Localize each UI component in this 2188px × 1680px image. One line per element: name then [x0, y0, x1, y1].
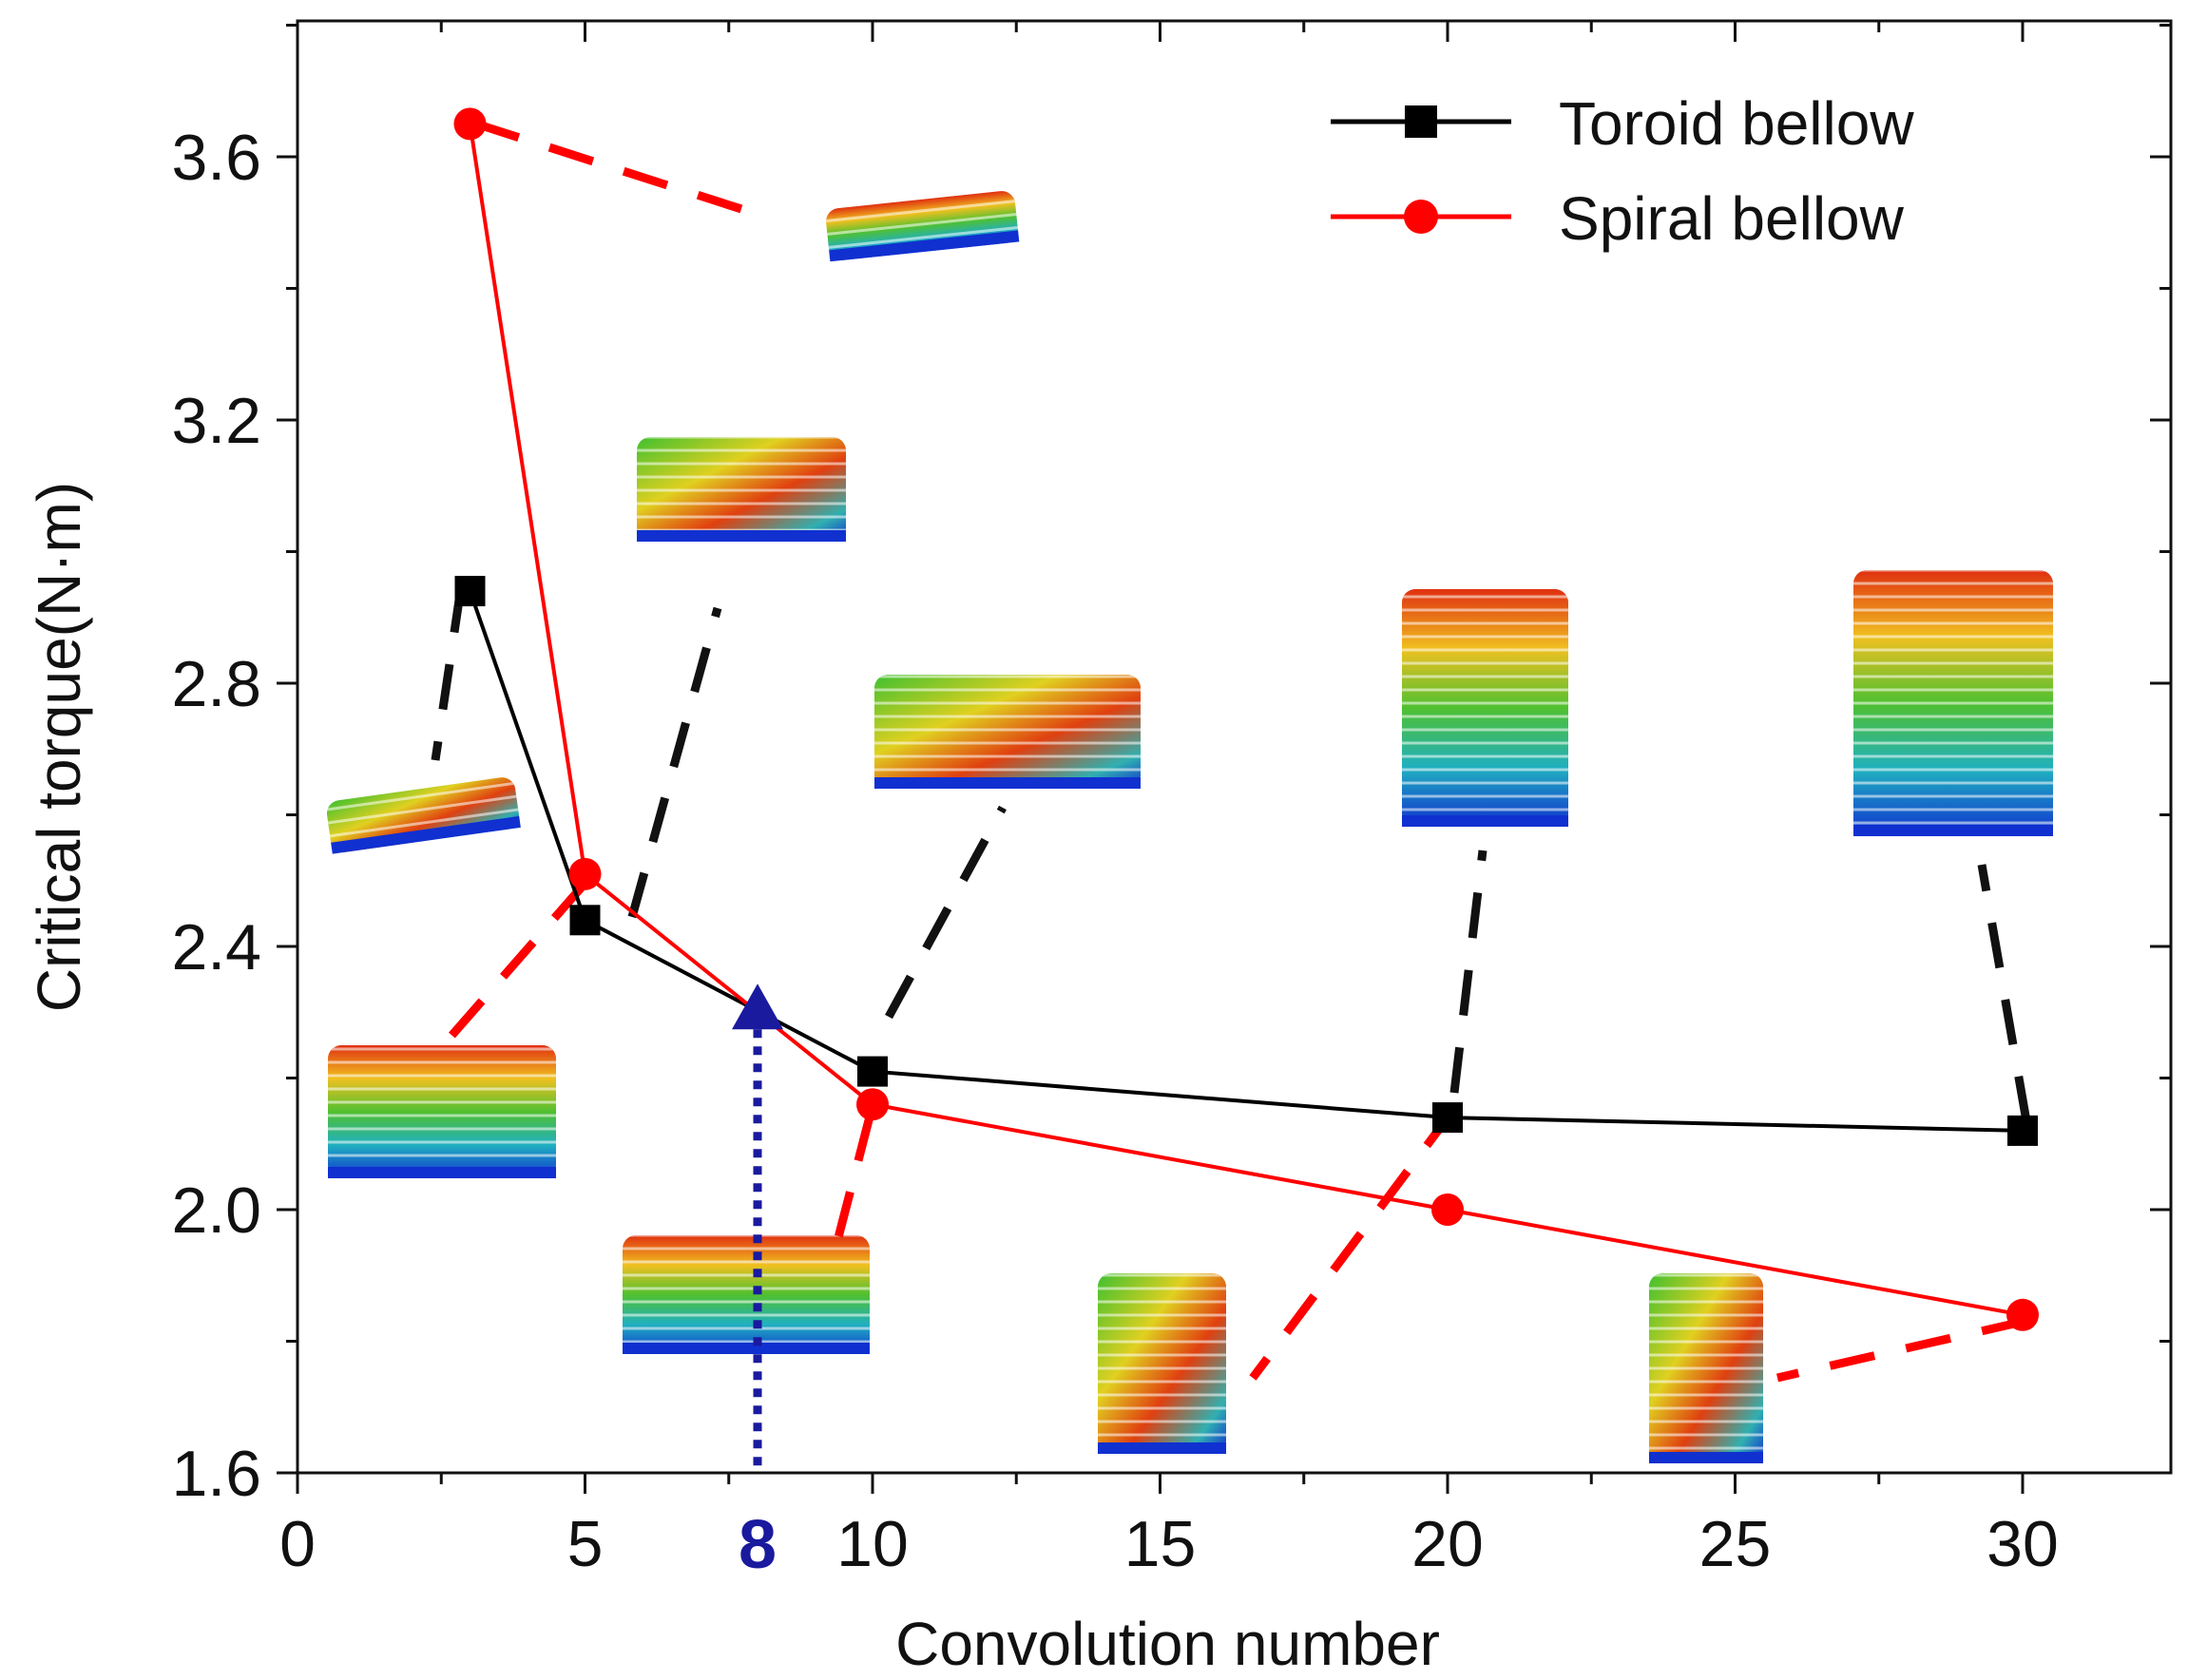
bellow-fem-image — [328, 1045, 556, 1178]
inset-connector-line — [1775, 1316, 2028, 1383]
data-point-circle — [2006, 1298, 2039, 1331]
plot-frame — [296, 19, 2173, 1475]
bellow-fem-image — [637, 437, 846, 542]
bellow-convolutions — [328, 1045, 556, 1178]
bellow-base — [1853, 825, 2053, 836]
data-point-square — [857, 1056, 888, 1087]
legend-square-marker — [1405, 105, 1437, 138]
inset-connector-line — [448, 881, 588, 1039]
bellow-base — [623, 1343, 870, 1354]
x-axis-title: Convolution number — [895, 1610, 1440, 1678]
data-point-square — [454, 576, 486, 607]
data-point-square — [2007, 1115, 2038, 1146]
inset-connector-line — [627, 606, 722, 919]
data-point-circle — [568, 857, 602, 890]
inset-connector-line — [1249, 1106, 1458, 1381]
inset-connector-line — [885, 805, 1007, 1020]
x-tick-label: 25 — [1699, 1508, 1772, 1580]
bellow-convolutions — [637, 437, 846, 542]
data-point-square — [569, 905, 601, 936]
inset-connector-line — [1977, 864, 2031, 1122]
bellow-convolutions — [623, 1235, 870, 1354]
legend-circle-marker — [1404, 200, 1438, 234]
legend: Toroid bellow Spiral bellow — [1331, 89, 1914, 253]
y-tick-label: 2.8 — [171, 648, 261, 720]
y-axis-title: Critical torque(N·m) — [25, 482, 93, 1012]
bellow-convolutions — [1853, 570, 2053, 836]
inset-connector-line — [473, 119, 743, 214]
series-spiral-bellow — [453, 107, 2039, 1331]
inset-connectors — [431, 119, 2031, 1383]
bellow-fem-image — [326, 777, 521, 854]
bellow-fem-image — [1853, 570, 2053, 836]
x-tick-label: 0 — [279, 1508, 316, 1580]
axes: 0 5 10 15 20 25 30 1.6 2.0 2.4 2.8 3.2 3.6 Convolutio… — [25, 19, 2173, 1678]
data-point-circle — [856, 1088, 889, 1121]
legend-label: Spiral bellow — [1559, 184, 1905, 253]
bellow-convolutions — [1402, 589, 1568, 827]
series-toroid-bellow — [454, 576, 2038, 1146]
bellow-base — [1402, 815, 1568, 827]
data-point-circle — [1431, 1193, 1464, 1226]
inset-connector-line — [832, 1115, 874, 1247]
y-tick-label: 2.4 — [171, 911, 261, 983]
series-layer — [453, 107, 2039, 1331]
bellow-base — [1649, 1452, 1763, 1463]
bellow-base — [874, 777, 1141, 789]
x-tick-label: 10 — [836, 1508, 909, 1580]
inset-connector-line — [1449, 850, 1487, 1094]
bellow-base — [328, 1167, 556, 1178]
bellow-fem-image — [874, 675, 1141, 789]
bellow-fem-image — [1649, 1273, 1763, 1463]
x-tick-label: 15 — [1124, 1508, 1197, 1580]
data-point-circle — [453, 107, 487, 141]
bellow-convolutions — [1649, 1273, 1763, 1463]
x-tick-label: 20 — [1411, 1508, 1484, 1580]
data-point-square — [1432, 1102, 1463, 1134]
bellow-fem-image — [826, 191, 1020, 262]
y-tick-label: 1.6 — [171, 1438, 261, 1510]
bellow-base — [1098, 1442, 1226, 1454]
series-line — [468, 124, 2024, 1317]
bellow-convolutions — [874, 675, 1141, 789]
y-tick-label: 2.0 — [171, 1174, 261, 1247]
y-tick-label: 3.6 — [171, 122, 261, 194]
legend-item: Spiral bellow — [1331, 184, 1905, 253]
bellow-convolutions — [1098, 1273, 1226, 1454]
bellow-fem-image — [1402, 589, 1568, 827]
fem-inset-images — [326, 191, 2053, 1463]
highlight-triangle-marker — [732, 983, 783, 1030]
bellow-fem-image — [623, 1235, 870, 1354]
bellow-base — [829, 230, 1020, 262]
bellow-base — [637, 530, 846, 542]
legend-item: Toroid bellow — [1331, 89, 1914, 158]
legend-label: Toroid bellow — [1559, 89, 1914, 158]
inset-connector-line — [431, 586, 466, 761]
highlight-layer: 8 — [732, 983, 783, 1583]
bellow-fem-image — [1098, 1273, 1226, 1454]
bellow-base — [331, 815, 521, 854]
x-tick-label: 30 — [1986, 1508, 2059, 1580]
highlight-x-label: 8 — [739, 1507, 777, 1583]
y-tick-label: 3.2 — [171, 385, 261, 457]
x-tick-label: 5 — [567, 1508, 604, 1580]
